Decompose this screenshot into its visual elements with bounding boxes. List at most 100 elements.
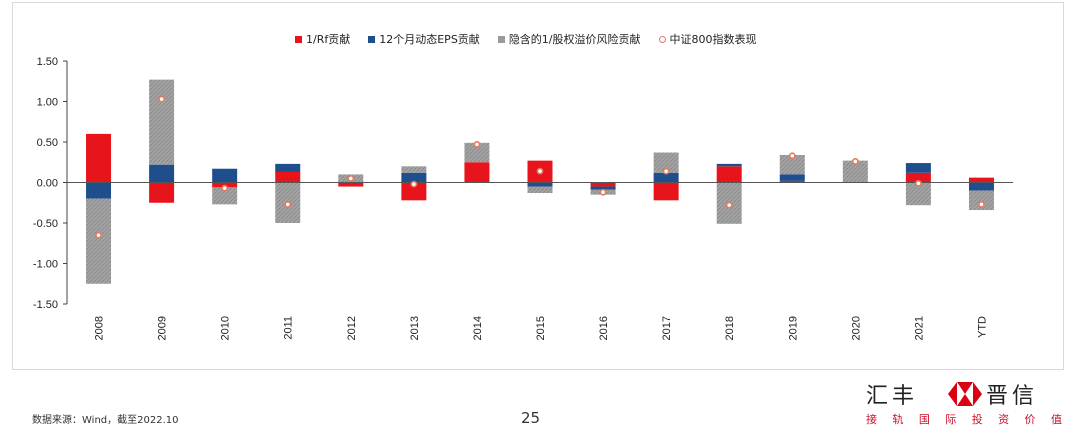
index-marker: [915, 179, 922, 187]
bar-erp: [464, 142, 490, 163]
index-marker: [536, 167, 544, 175]
y-tick-label: 0.50: [37, 137, 58, 149]
x-tick-label: 2016: [598, 316, 610, 340]
slogan-char: 际: [945, 413, 961, 426]
slogan-char: 轨: [892, 413, 908, 426]
bar-rf: [149, 182, 175, 203]
y-tick-label: 1.00: [37, 97, 58, 109]
bar-rf: [86, 133, 112, 183]
y-tick-label: -1.00: [33, 259, 58, 271]
bar-rf: [464, 162, 490, 183]
slogan-char: 价: [1024, 413, 1040, 426]
legend-item-rf: 1/Rf贡献: [295, 31, 350, 47]
legend-item-eps: 12个月动态EPS贡献: [368, 31, 480, 47]
x-tick-label: 2014: [472, 316, 484, 340]
index-marker: [662, 167, 670, 175]
bar-eps: [527, 182, 553, 187]
slogan-char: 投: [971, 413, 987, 426]
bar-rf: [653, 182, 679, 201]
bar-eps: [653, 172, 679, 183]
brand-slogan: 接 轨 国 际 投 资 价 值: [866, 411, 1066, 427]
bar-rf: [590, 182, 616, 187]
index-marker: [473, 141, 481, 148]
y-tick-label: 0.00: [37, 178, 58, 190]
bar-eps: [149, 164, 175, 183]
bar-eps: [779, 174, 805, 181]
index-marker: [284, 200, 292, 208]
bar-rf: [716, 166, 742, 183]
chart-legend: 1/Rf贡献 12个月动态EPS贡献 隐含的1/股权溢价风险贡献 中证800指数…: [295, 32, 757, 46]
index-marker: [788, 152, 796, 160]
bar-eps: [275, 163, 301, 172]
bar-rf: [275, 171, 301, 183]
bar-erp: [842, 160, 868, 183]
brand-name-right: 晋信: [986, 384, 1039, 409]
x-tick-label: 2008: [94, 316, 106, 340]
legend-swatch-eps: [368, 35, 376, 43]
bar-eps: [212, 168, 238, 183]
page-number: 25: [521, 409, 541, 427]
bar-erp: [779, 154, 805, 175]
bar-rf: [338, 182, 364, 187]
index-marker: [347, 175, 355, 182]
chart-frame: -1.50 -1.00 -0.50 0.00 0.50 1.00 1.50 2008 2009 2…: [12, 2, 1064, 370]
index-marker: [599, 188, 607, 196]
x-tick-label: 2009: [157, 316, 169, 340]
y-tick-label: 1.50: [37, 56, 58, 68]
bar-erp: [527, 186, 553, 194]
legend-item-erp: 隐含的1/股权溢价风险贡献: [497, 31, 641, 47]
legend-swatch-rf: [295, 35, 302, 43]
brand-logo-block: 汇丰 晋信 接 轨 国 际 投 资 价 值: [866, 380, 1066, 430]
bar-rf: [401, 182, 427, 201]
x-tick-label: 2015: [535, 316, 547, 340]
index-marker: [410, 180, 418, 188]
x-tick-label: 2011: [283, 316, 295, 340]
index-marker: [221, 184, 229, 192]
index-marker: [725, 201, 733, 209]
bar-erp: [212, 187, 238, 205]
index-marker: [851, 158, 859, 165]
legend-swatch-erp: [497, 35, 505, 43]
slogan-char: 接: [866, 413, 881, 426]
x-tick-label: 2021: [913, 316, 925, 340]
bar-eps: [968, 182, 994, 191]
chart-plot: -1.50 -1.00 -0.50 0.00 0.50 1.00 1.50 2008 2009 2…: [33, 56, 1013, 340]
x-tick-label: 2017: [661, 316, 673, 340]
bar-erp: [401, 166, 427, 173]
x-tick-label: 2012: [346, 316, 358, 340]
x-tick-label: 2018: [724, 316, 736, 340]
y-tick-label: -0.50: [33, 218, 58, 230]
x-tick-label: 2020: [850, 316, 862, 340]
legend-item-index: 中证800指数表现: [658, 31, 757, 47]
brand-name-left: 汇丰: [866, 384, 919, 409]
bar-eps: [86, 182, 112, 199]
y-tick-label: -1.50: [33, 299, 58, 311]
legend-label-eps: 12个月动态EPS贡献: [379, 33, 480, 46]
hsbc-hexagon-logo-icon: [948, 382, 982, 406]
bar-eps: [905, 163, 931, 173]
bar-eps: [716, 163, 742, 167]
bar-erp: [968, 190, 994, 211]
x-tick-label: YTD: [976, 316, 988, 338]
index-marker: [95, 231, 102, 239]
bar-rf: [905, 172, 931, 183]
slogan-char: 资: [998, 413, 1014, 426]
index-marker: [158, 95, 165, 103]
legend-label-rf: 1/Rf贡献: [306, 33, 351, 46]
bar-eps: [401, 172, 427, 183]
bar-erp: [905, 182, 931, 206]
bar-erp: [86, 198, 112, 284]
bar-erp: [653, 152, 679, 173]
bar-rf: [779, 180, 805, 183]
slogan-char: 值: [1050, 413, 1066, 426]
x-tick-label: 2010: [220, 316, 232, 340]
bar-eps: [590, 186, 616, 190]
bar-rf: [968, 177, 994, 183]
legend-marker-index: [658, 35, 666, 43]
slogan-char: 国: [918, 413, 934, 426]
legend-label-index: 中证800指数表现: [669, 33, 757, 46]
x-tick-label: 2019: [787, 316, 799, 340]
data-source-note: 数据来源：Wind，截至2022.10: [32, 415, 179, 426]
x-tick-label: 2013: [409, 316, 421, 340]
legend-label-erp: 隐含的1/股权溢价风险贡献: [508, 33, 641, 46]
